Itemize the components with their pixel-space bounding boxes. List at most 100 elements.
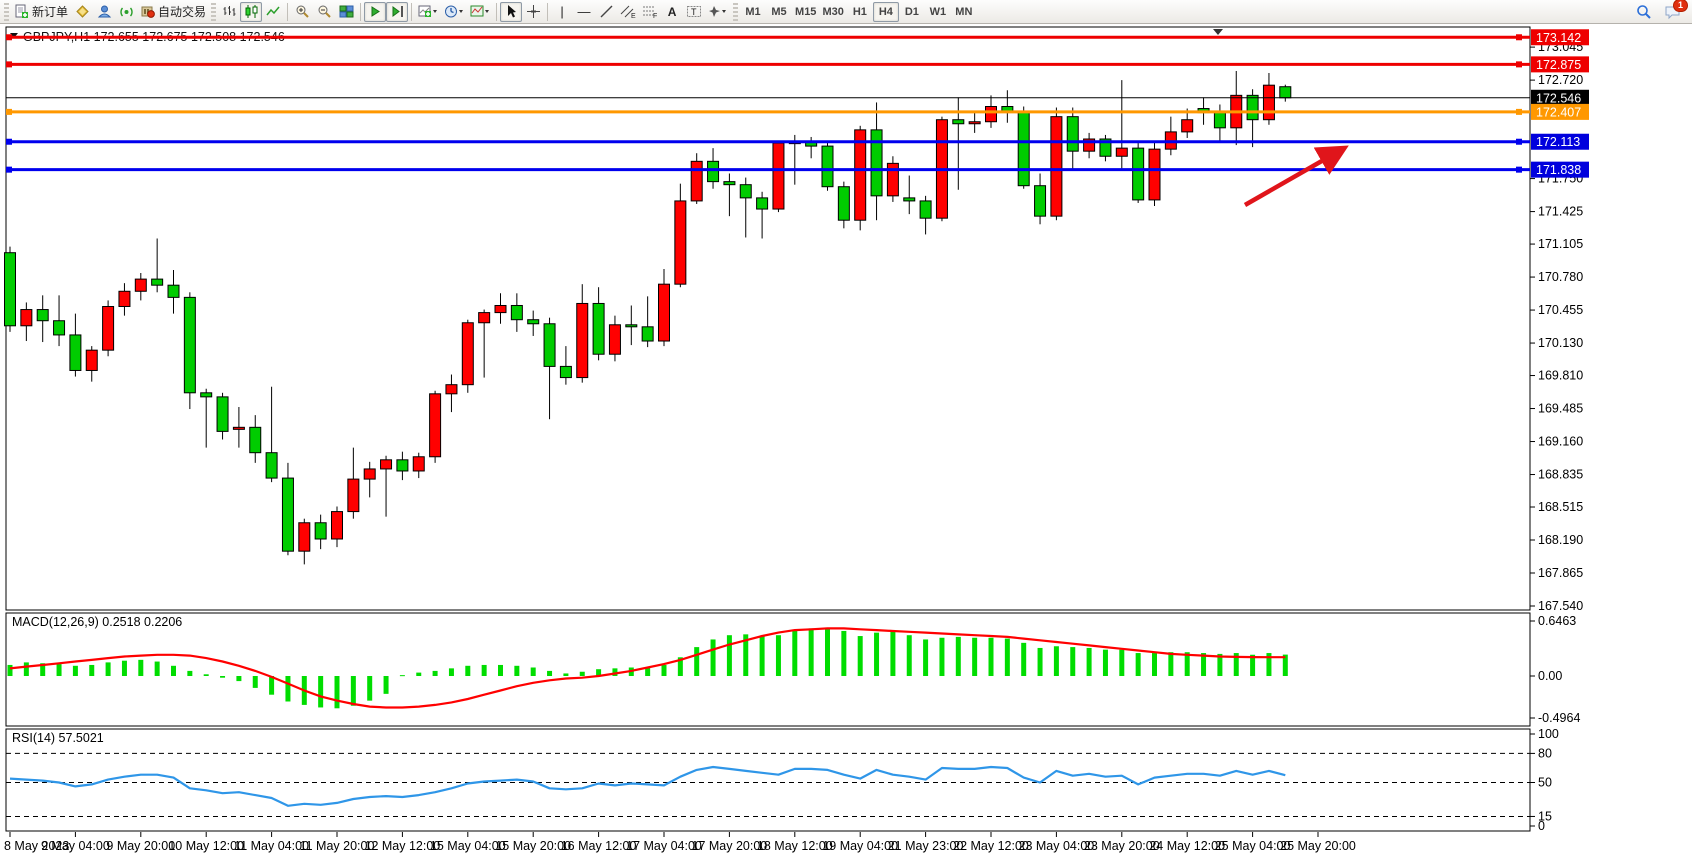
candle-46[interactable]	[756, 197, 769, 210]
new-order-button[interactable]: 新订单	[11, 2, 71, 22]
candle-25[interactable]	[412, 456, 425, 472]
candle-50[interactable]	[821, 145, 834, 188]
chart-shift-button[interactable]	[386, 1, 409, 22]
candle-0[interactable]	[4, 252, 16, 327]
candle-17[interactable]	[281, 477, 294, 552]
timeframe-button-MN[interactable]: MN	[955, 5, 973, 18]
candle-27[interactable]	[445, 384, 458, 395]
candle-77[interactable]	[1262, 84, 1275, 121]
candle-55[interactable]	[903, 197, 916, 202]
candle-40[interactable]	[658, 283, 670, 342]
candle-29[interactable]	[478, 312, 491, 324]
timeframe-button-D1[interactable]: D1	[904, 5, 919, 18]
search-button[interactable]	[1633, 2, 1655, 22]
timeframe-button-M5[interactable]: M5	[771, 5, 787, 18]
candle-26[interactable]	[429, 393, 442, 458]
text-button[interactable]: A	[667, 4, 677, 19]
macd-panel[interactable]	[5, 612, 1531, 727]
line-handle-left[interactable]	[6, 108, 12, 115]
candle-37[interactable]	[608, 324, 621, 355]
zoom-out-button[interactable]	[313, 2, 335, 22]
symbol-dropdown-icon[interactable]	[10, 33, 18, 38]
candle-36[interactable]	[592, 302, 605, 355]
candle-10[interactable]	[167, 284, 180, 298]
candle-9[interactable]	[151, 278, 164, 286]
fibonacci-button[interactable]: F	[639, 2, 661, 22]
candle-45[interactable]	[739, 184, 752, 199]
line-handle-left[interactable]	[6, 138, 12, 145]
horizontal-line-button[interactable]: —	[577, 4, 591, 19]
shift-marker-icon[interactable]	[1213, 29, 1223, 35]
candle-44[interactable]	[723, 181, 736, 186]
candle-1[interactable]	[20, 309, 33, 327]
candle-72[interactable]	[1181, 119, 1194, 133]
candle-64[interactable]	[1050, 116, 1063, 217]
toolbar-grip[interactable]	[211, 2, 217, 21]
candlestick-chart-button[interactable]	[240, 1, 263, 22]
candle-23[interactable]	[380, 459, 393, 470]
candle-51[interactable]	[837, 186, 850, 221]
candle-5[interactable]	[85, 349, 98, 371]
community-button[interactable]	[93, 2, 115, 22]
candle-28[interactable]	[461, 322, 474, 386]
candle-78[interactable]	[1279, 86, 1292, 99]
candle-52[interactable]	[854, 129, 867, 221]
indicators-button[interactable]	[467, 2, 493, 22]
candle-65[interactable]	[1066, 116, 1079, 152]
auto-trading-button[interactable]: 自动交易	[137, 2, 209, 22]
candle-15[interactable]	[249, 426, 262, 454]
text-label-button[interactable]: T	[683, 2, 705, 22]
candle-47[interactable]	[772, 142, 785, 210]
signals-button[interactable]	[115, 2, 137, 22]
candle-20[interactable]	[331, 511, 343, 540]
candle-11[interactable]	[183, 296, 196, 394]
candle-62[interactable]	[1017, 111, 1030, 187]
candle-76[interactable]	[1246, 94, 1259, 121]
candle-6[interactable]	[102, 306, 115, 351]
timeframe-button-H1[interactable]: H1	[852, 5, 867, 18]
bar-chart-button[interactable]	[218, 2, 240, 22]
candle-12[interactable]	[200, 392, 213, 398]
candle-59[interactable]	[968, 121, 981, 125]
line-handle-right[interactable]	[1516, 108, 1522, 115]
tile-windows-button[interactable]	[335, 2, 357, 22]
candle-63[interactable]	[1034, 185, 1047, 217]
profiles-button[interactable]	[441, 2, 467, 22]
candle-69[interactable]	[1132, 147, 1145, 201]
price-panel[interactable]	[5, 26, 1531, 611]
timeframe-button-M15[interactable]: M15	[795, 5, 817, 18]
candle-42[interactable]	[690, 160, 703, 202]
candle-19[interactable]	[314, 522, 327, 540]
candle-35[interactable]	[576, 302, 589, 379]
cursor-button[interactable]	[500, 1, 523, 22]
candle-34[interactable]	[559, 365, 572, 379]
line-handle-left[interactable]	[6, 166, 12, 173]
candle-53[interactable]	[870, 129, 883, 197]
candle-2[interactable]	[36, 309, 49, 322]
timeframe-button-H4[interactable]: H4	[872, 1, 899, 22]
candle-31[interactable]	[510, 304, 523, 321]
equidistant-channel-button[interactable]: E	[617, 2, 639, 22]
candle-67[interactable]	[1099, 138, 1112, 157]
line-handle-right[interactable]	[1516, 34, 1522, 41]
new-chart-button[interactable]	[415, 2, 441, 22]
notifications-button[interactable]: 1	[1661, 0, 1688, 22]
toolbar-grip[interactable]	[733, 2, 739, 21]
candle-54[interactable]	[886, 162, 899, 197]
candle-70[interactable]	[1148, 148, 1161, 201]
timeframe-button-W1[interactable]: W1	[929, 5, 947, 18]
toolbar-grip[interactable]	[4, 2, 9, 21]
candle-39[interactable]	[641, 326, 654, 342]
candle-8[interactable]	[134, 278, 147, 292]
candle-30[interactable]	[494, 304, 507, 314]
timeframe-button-M30[interactable]: M30	[822, 5, 844, 18]
line-chart-button[interactable]	[262, 2, 284, 22]
candle-24[interactable]	[396, 459, 409, 472]
line-handle-right[interactable]	[1516, 61, 1522, 68]
line-handle-left[interactable]	[6, 34, 12, 41]
candle-41[interactable]	[674, 200, 687, 285]
trendline-button[interactable]	[595, 2, 617, 22]
candle-21[interactable]	[347, 478, 360, 513]
zoom-in-button[interactable]	[291, 2, 313, 22]
trend-arrow-annotation[interactable]	[1243, 145, 1349, 207]
